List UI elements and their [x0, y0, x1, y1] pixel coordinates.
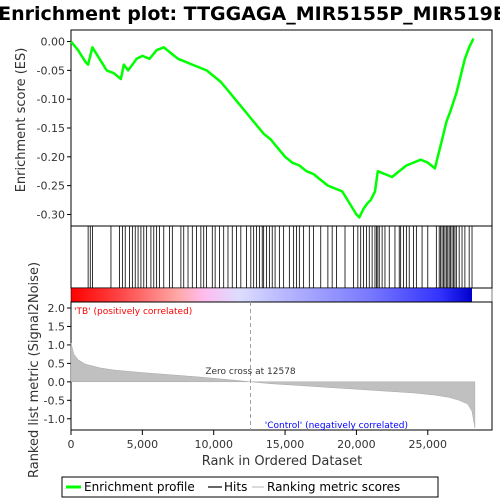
ranked-y-tick-label: 1.0: [48, 339, 66, 352]
x-tick-label: 5,000: [127, 438, 159, 451]
legend-box: [61, 476, 439, 498]
es-y-tick-label: 0.00: [41, 36, 66, 49]
negative-correlation-label: 'Control' (negatively correlated): [265, 421, 408, 431]
es-y-tick-label: -0.20: [37, 151, 65, 164]
legend-label-ranking-metric: Ranking metric scores: [267, 480, 400, 494]
es-y-tick-label: -0.25: [37, 180, 65, 193]
chart-title: Enrichment plot: TTGGAGA_MIR5155P_MIR519…: [0, 3, 500, 25]
x-tick-label: 20,000: [337, 438, 376, 451]
ranked-y-tick-label: -0.5: [44, 394, 65, 407]
legend-label-enrichment-profile: Enrichment profile: [84, 480, 195, 494]
ranked-y-tick-label: 2.0: [48, 302, 66, 315]
x-axis-label: Rank in Ordered Dataset: [202, 454, 363, 469]
x-tick-label: 15,000: [266, 438, 305, 451]
legend-label-hits: Hits: [224, 480, 247, 494]
es-y-axis: 0.00 -0.05 -0.10 -0.15 -0.20 -0.25 -0.30: [37, 36, 71, 221]
es-y-tick-label: -0.30: [37, 208, 65, 221]
hits-panel-frame: [70, 225, 493, 289]
ranked-y-tick-label: 1.5: [48, 320, 66, 333]
enrichment-profile-line: [70, 38, 475, 219]
x-axis: 0 5,000 10,000 15,000 20,000 25,000: [68, 430, 448, 451]
es-panel-frame: [70, 29, 493, 227]
zero-cross-label: Zero cross at 12578: [205, 367, 296, 377]
x-tick-label: 10,000: [194, 438, 233, 451]
ranked-y-tick-label: -1.0: [44, 413, 65, 426]
es-y-tick-label: -0.15: [37, 122, 65, 135]
x-tick-label: 0: [68, 438, 75, 451]
ranked-panel-frame: [70, 301, 493, 431]
positive-correlation-label: 'TB' (positively correlated): [74, 307, 192, 317]
legend: Enrichment profile Hits Ranking metric s…: [61, 476, 439, 498]
es-y-tick-label: -0.05: [37, 64, 65, 77]
es-y-tick-label: -0.10: [37, 93, 65, 106]
hits-markers: [87, 226, 473, 288]
x-tick-label: 25,000: [409, 438, 448, 451]
ranked-y-tick-label: 0.5: [48, 357, 66, 370]
ranked-y-axis-label: Ranked list metric (Signal2Noise): [27, 262, 42, 478]
ranked-y-tick-label: 0.0: [48, 376, 66, 389]
rank-color-bar: [71, 288, 472, 302]
es-y-axis-label: Enrichment score (ES): [14, 48, 29, 193]
ranked-y-axis: 2.0 1.5 1.0 0.5 0.0 -0.5 -1.0: [44, 302, 71, 426]
ranking-metric-area: [70, 343, 476, 429]
